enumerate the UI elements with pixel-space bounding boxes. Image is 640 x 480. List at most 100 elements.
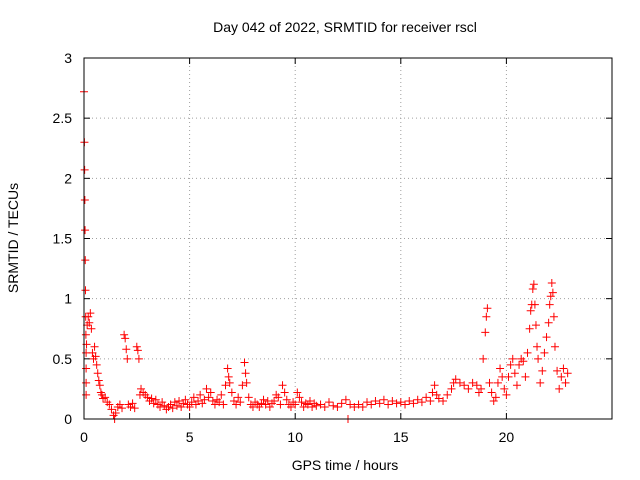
data-point (341, 395, 350, 404)
data-point (257, 399, 266, 408)
data-point (297, 398, 306, 407)
data-point (312, 401, 321, 410)
data-point (81, 226, 90, 235)
data-point (529, 280, 538, 289)
data-point (545, 300, 554, 309)
x-tick-label: 10 (287, 429, 303, 445)
data-point (472, 381, 481, 390)
data-point (549, 312, 558, 321)
data-point (308, 402, 317, 411)
x-tick-label: 5 (186, 429, 194, 445)
data-point (126, 402, 135, 411)
data-point (367, 400, 376, 409)
data-point (168, 404, 177, 413)
data-point (455, 378, 464, 387)
x-tick-label: 15 (393, 429, 409, 445)
data-point (81, 330, 90, 339)
data-point (350, 402, 359, 411)
data-point (265, 402, 274, 411)
data-point (422, 393, 431, 402)
axis-ticks: 0 0.5 1 1.5 2 2.5 3 0 5 10 15 20 (53, 50, 612, 445)
data-point (189, 393, 198, 402)
data-point (443, 390, 452, 399)
data-point (432, 390, 441, 399)
x-tick-label: 0 (80, 429, 88, 445)
data-point (409, 399, 418, 408)
data-point (329, 401, 338, 410)
data-point (525, 324, 534, 333)
data-point (229, 396, 238, 405)
data-point (132, 342, 141, 351)
data-point (320, 402, 329, 411)
data-point (133, 346, 142, 355)
data-point (483, 304, 492, 313)
data-point (151, 395, 160, 404)
data-point (259, 395, 268, 404)
data-point (238, 381, 247, 390)
data-point (101, 393, 110, 402)
data-point (156, 402, 165, 411)
data-point (557, 372, 566, 381)
data-point (94, 376, 103, 385)
data-point (187, 398, 196, 407)
data-point (191, 400, 200, 409)
data-point (261, 400, 270, 409)
data-point (346, 400, 355, 409)
data-point (234, 393, 243, 402)
data-point (172, 401, 181, 410)
data-point (177, 402, 186, 411)
data-point (166, 400, 175, 409)
data-point (534, 354, 543, 363)
data-point (299, 402, 308, 411)
data-point (434, 394, 443, 403)
data-point (316, 400, 325, 409)
data-point (538, 366, 547, 375)
data-point (86, 309, 95, 318)
data-point (379, 395, 388, 404)
data-point (428, 388, 437, 397)
data-point (134, 354, 143, 363)
data-point (147, 394, 156, 403)
data-point (160, 401, 169, 410)
data-point (540, 348, 549, 357)
data-point (215, 398, 224, 407)
data-point (477, 384, 486, 393)
data-point (105, 400, 114, 409)
data-point (179, 399, 188, 408)
data-point (82, 378, 91, 387)
data-point (80, 165, 89, 174)
data-point (363, 398, 372, 407)
data-point (137, 384, 146, 393)
data-point (185, 402, 194, 411)
data-point (81, 256, 90, 265)
data-point (468, 378, 477, 387)
data-point (210, 400, 219, 409)
data-point (208, 396, 217, 405)
data-point (118, 404, 127, 413)
data-point (417, 398, 426, 407)
data-point (240, 358, 249, 367)
data-point (80, 195, 89, 204)
data-point (198, 399, 207, 408)
data-point (111, 408, 120, 417)
data-point (479, 354, 488, 363)
chart-title: Day 042 of 2022, SRMTID for receiver rsc… (213, 19, 477, 35)
data-point (430, 381, 439, 390)
data-point (221, 381, 230, 390)
data-point (82, 364, 91, 373)
data-point (99, 394, 108, 403)
data-point (276, 400, 285, 409)
data-point (528, 285, 537, 294)
data-point (194, 396, 203, 405)
y-tick-label: 3 (64, 50, 72, 66)
data-point (128, 399, 137, 408)
data-point (553, 366, 562, 375)
data-point (555, 384, 564, 393)
data-point (282, 395, 291, 404)
data-point (143, 393, 152, 402)
grid-lines (84, 58, 612, 419)
data-point (227, 388, 236, 397)
y-tick-label: 1.5 (53, 231, 73, 247)
plot-frame (83, 57, 613, 420)
